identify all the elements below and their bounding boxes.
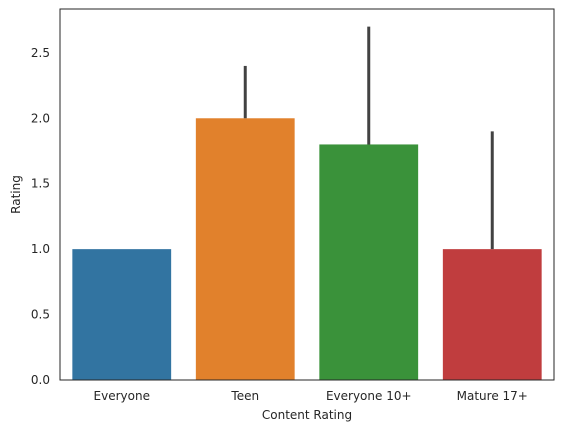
y-tick-label: 0.0 [31,373,50,387]
y-tick-label: 0.5 [31,308,50,322]
x-tick-label: Mature 17+ [457,389,528,403]
x-tick-label: Teen [230,389,259,403]
x-tick-label: Everyone 10+ [326,389,412,403]
y-ticks: 0.0 0.5 1.0 1.5 2.0 2.5 [31,46,50,387]
y-axis-label: Rating [9,175,23,214]
y-tick-label: 2.5 [31,46,50,60]
bar-teen [195,118,295,380]
error-bars-group [243,26,494,250]
y-tick-label: 1.0 [31,242,50,256]
y-tick-label: 2.0 [31,111,50,125]
plot-frame [59,8,555,381]
bar-mature-17- [442,249,542,380]
y-tick-label: 1.5 [31,177,50,191]
x-tick-label: Everyone [94,389,150,403]
bar-everyone [72,249,172,380]
x-axis-label: Content Rating [262,408,352,422]
bar-everyone-10- [319,144,419,380]
x-ticks: Everyone Teen Everyone 10+ Mature 17+ [94,389,528,403]
bars-group [72,118,542,380]
